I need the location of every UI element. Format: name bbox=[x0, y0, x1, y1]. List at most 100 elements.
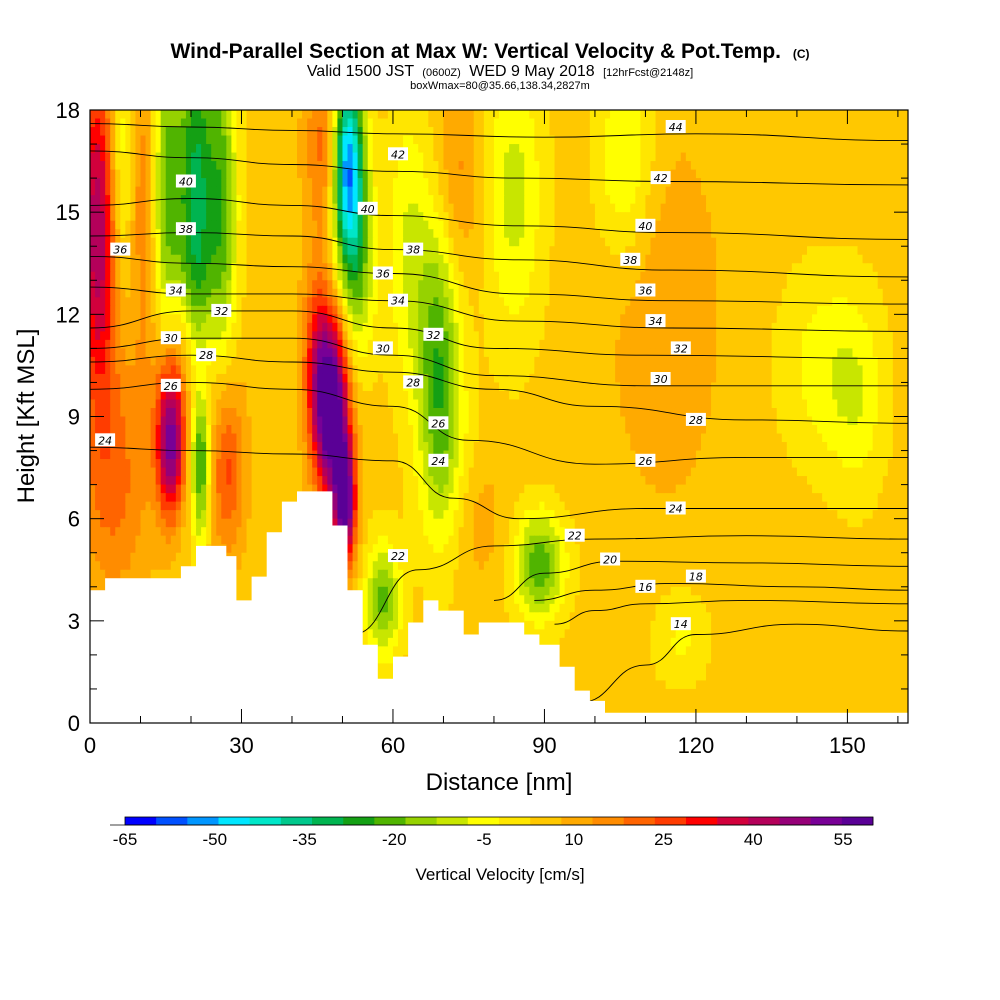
w-cell bbox=[483, 331, 490, 341]
w-cell bbox=[246, 169, 253, 179]
w-cell bbox=[569, 254, 576, 264]
w-cell bbox=[286, 127, 293, 137]
w-cell bbox=[307, 280, 313, 290]
w-cell bbox=[241, 314, 248, 324]
w-cell bbox=[408, 331, 414, 341]
w-cell bbox=[892, 331, 899, 341]
w-cell bbox=[877, 127, 884, 137]
w-cell bbox=[509, 314, 515, 324]
w-cell bbox=[584, 203, 591, 213]
w-cell bbox=[882, 348, 889, 358]
w-cell bbox=[721, 297, 727, 307]
w-cell bbox=[312, 135, 318, 145]
w-cell bbox=[882, 203, 889, 213]
w-cell bbox=[297, 314, 303, 324]
w-cell bbox=[190, 280, 197, 290]
w-cell bbox=[125, 314, 131, 324]
w-cell bbox=[327, 254, 333, 264]
w-cell bbox=[569, 178, 576, 188]
w-cell bbox=[574, 297, 581, 307]
w-cell bbox=[756, 339, 763, 349]
w-cell bbox=[246, 322, 253, 332]
w-cell bbox=[211, 152, 217, 162]
w-cell bbox=[554, 161, 561, 171]
w-cell bbox=[317, 135, 323, 145]
w-cell bbox=[473, 365, 480, 375]
w-cell bbox=[347, 144, 354, 154]
w-cell bbox=[327, 110, 333, 120]
w-cell bbox=[902, 271, 908, 281]
w-cell bbox=[635, 178, 641, 188]
w-cell bbox=[160, 271, 167, 281]
w-cell bbox=[100, 271, 106, 281]
w-cell bbox=[231, 161, 238, 171]
w-cell bbox=[756, 288, 763, 298]
w-cell bbox=[468, 161, 475, 171]
w-cell bbox=[201, 110, 207, 120]
w-cell bbox=[155, 365, 162, 375]
w-cell bbox=[620, 135, 626, 145]
w-cell bbox=[201, 288, 207, 298]
w-cell bbox=[190, 186, 197, 196]
w-cell bbox=[711, 280, 717, 290]
w-cell bbox=[327, 322, 333, 332]
w-cell bbox=[741, 144, 748, 154]
w-cell bbox=[302, 331, 308, 341]
w-cell bbox=[751, 322, 758, 332]
w-cell bbox=[286, 297, 293, 307]
w-cell bbox=[251, 314, 258, 324]
w-cell bbox=[236, 203, 243, 213]
w-cell bbox=[579, 339, 586, 349]
w-cell bbox=[534, 314, 540, 324]
w-cell bbox=[352, 195, 359, 205]
w-cell bbox=[817, 110, 823, 120]
w-cell bbox=[317, 118, 323, 128]
w-cell bbox=[155, 186, 162, 196]
w-cell bbox=[145, 339, 152, 349]
w-cell bbox=[90, 161, 96, 171]
w-cell bbox=[332, 144, 339, 154]
w-cell bbox=[327, 195, 333, 205]
w-cell bbox=[700, 144, 707, 154]
w-cell bbox=[231, 254, 238, 264]
w-cell bbox=[776, 237, 783, 247]
w-cell bbox=[625, 331, 631, 341]
w-cell bbox=[822, 339, 828, 349]
w-cell bbox=[504, 305, 510, 315]
w-cell bbox=[615, 254, 621, 264]
w-cell bbox=[433, 348, 440, 358]
w-cell bbox=[852, 305, 859, 315]
w-cell bbox=[246, 348, 253, 358]
w-cell bbox=[352, 127, 359, 137]
w-cell bbox=[857, 212, 864, 222]
w-cell bbox=[564, 152, 571, 162]
w-cell bbox=[408, 144, 414, 154]
w-cell bbox=[721, 322, 727, 332]
w-cell bbox=[352, 178, 359, 188]
w-cell bbox=[862, 220, 869, 230]
w-cell bbox=[554, 135, 561, 145]
w-cell bbox=[488, 297, 495, 307]
w-cell bbox=[135, 263, 142, 273]
w-cell bbox=[887, 339, 894, 349]
w-cell bbox=[271, 161, 278, 171]
w-cell bbox=[579, 288, 586, 298]
w-cell bbox=[716, 152, 722, 162]
w-cell bbox=[443, 280, 450, 290]
w-cell bbox=[842, 348, 849, 358]
w-cell bbox=[357, 356, 364, 367]
w-cell bbox=[867, 220, 874, 230]
w-cell bbox=[352, 169, 359, 179]
w-cell bbox=[190, 161, 197, 171]
w-cell bbox=[554, 288, 561, 298]
w-cell bbox=[786, 356, 793, 367]
w-cell bbox=[897, 229, 904, 239]
w-cell bbox=[837, 118, 843, 128]
w-cell bbox=[317, 127, 323, 137]
w-cell bbox=[266, 297, 273, 307]
w-cell bbox=[731, 348, 737, 358]
w-cell bbox=[448, 161, 455, 171]
w-cell bbox=[387, 254, 394, 264]
w-cell bbox=[408, 220, 414, 230]
w-cell bbox=[216, 178, 222, 188]
